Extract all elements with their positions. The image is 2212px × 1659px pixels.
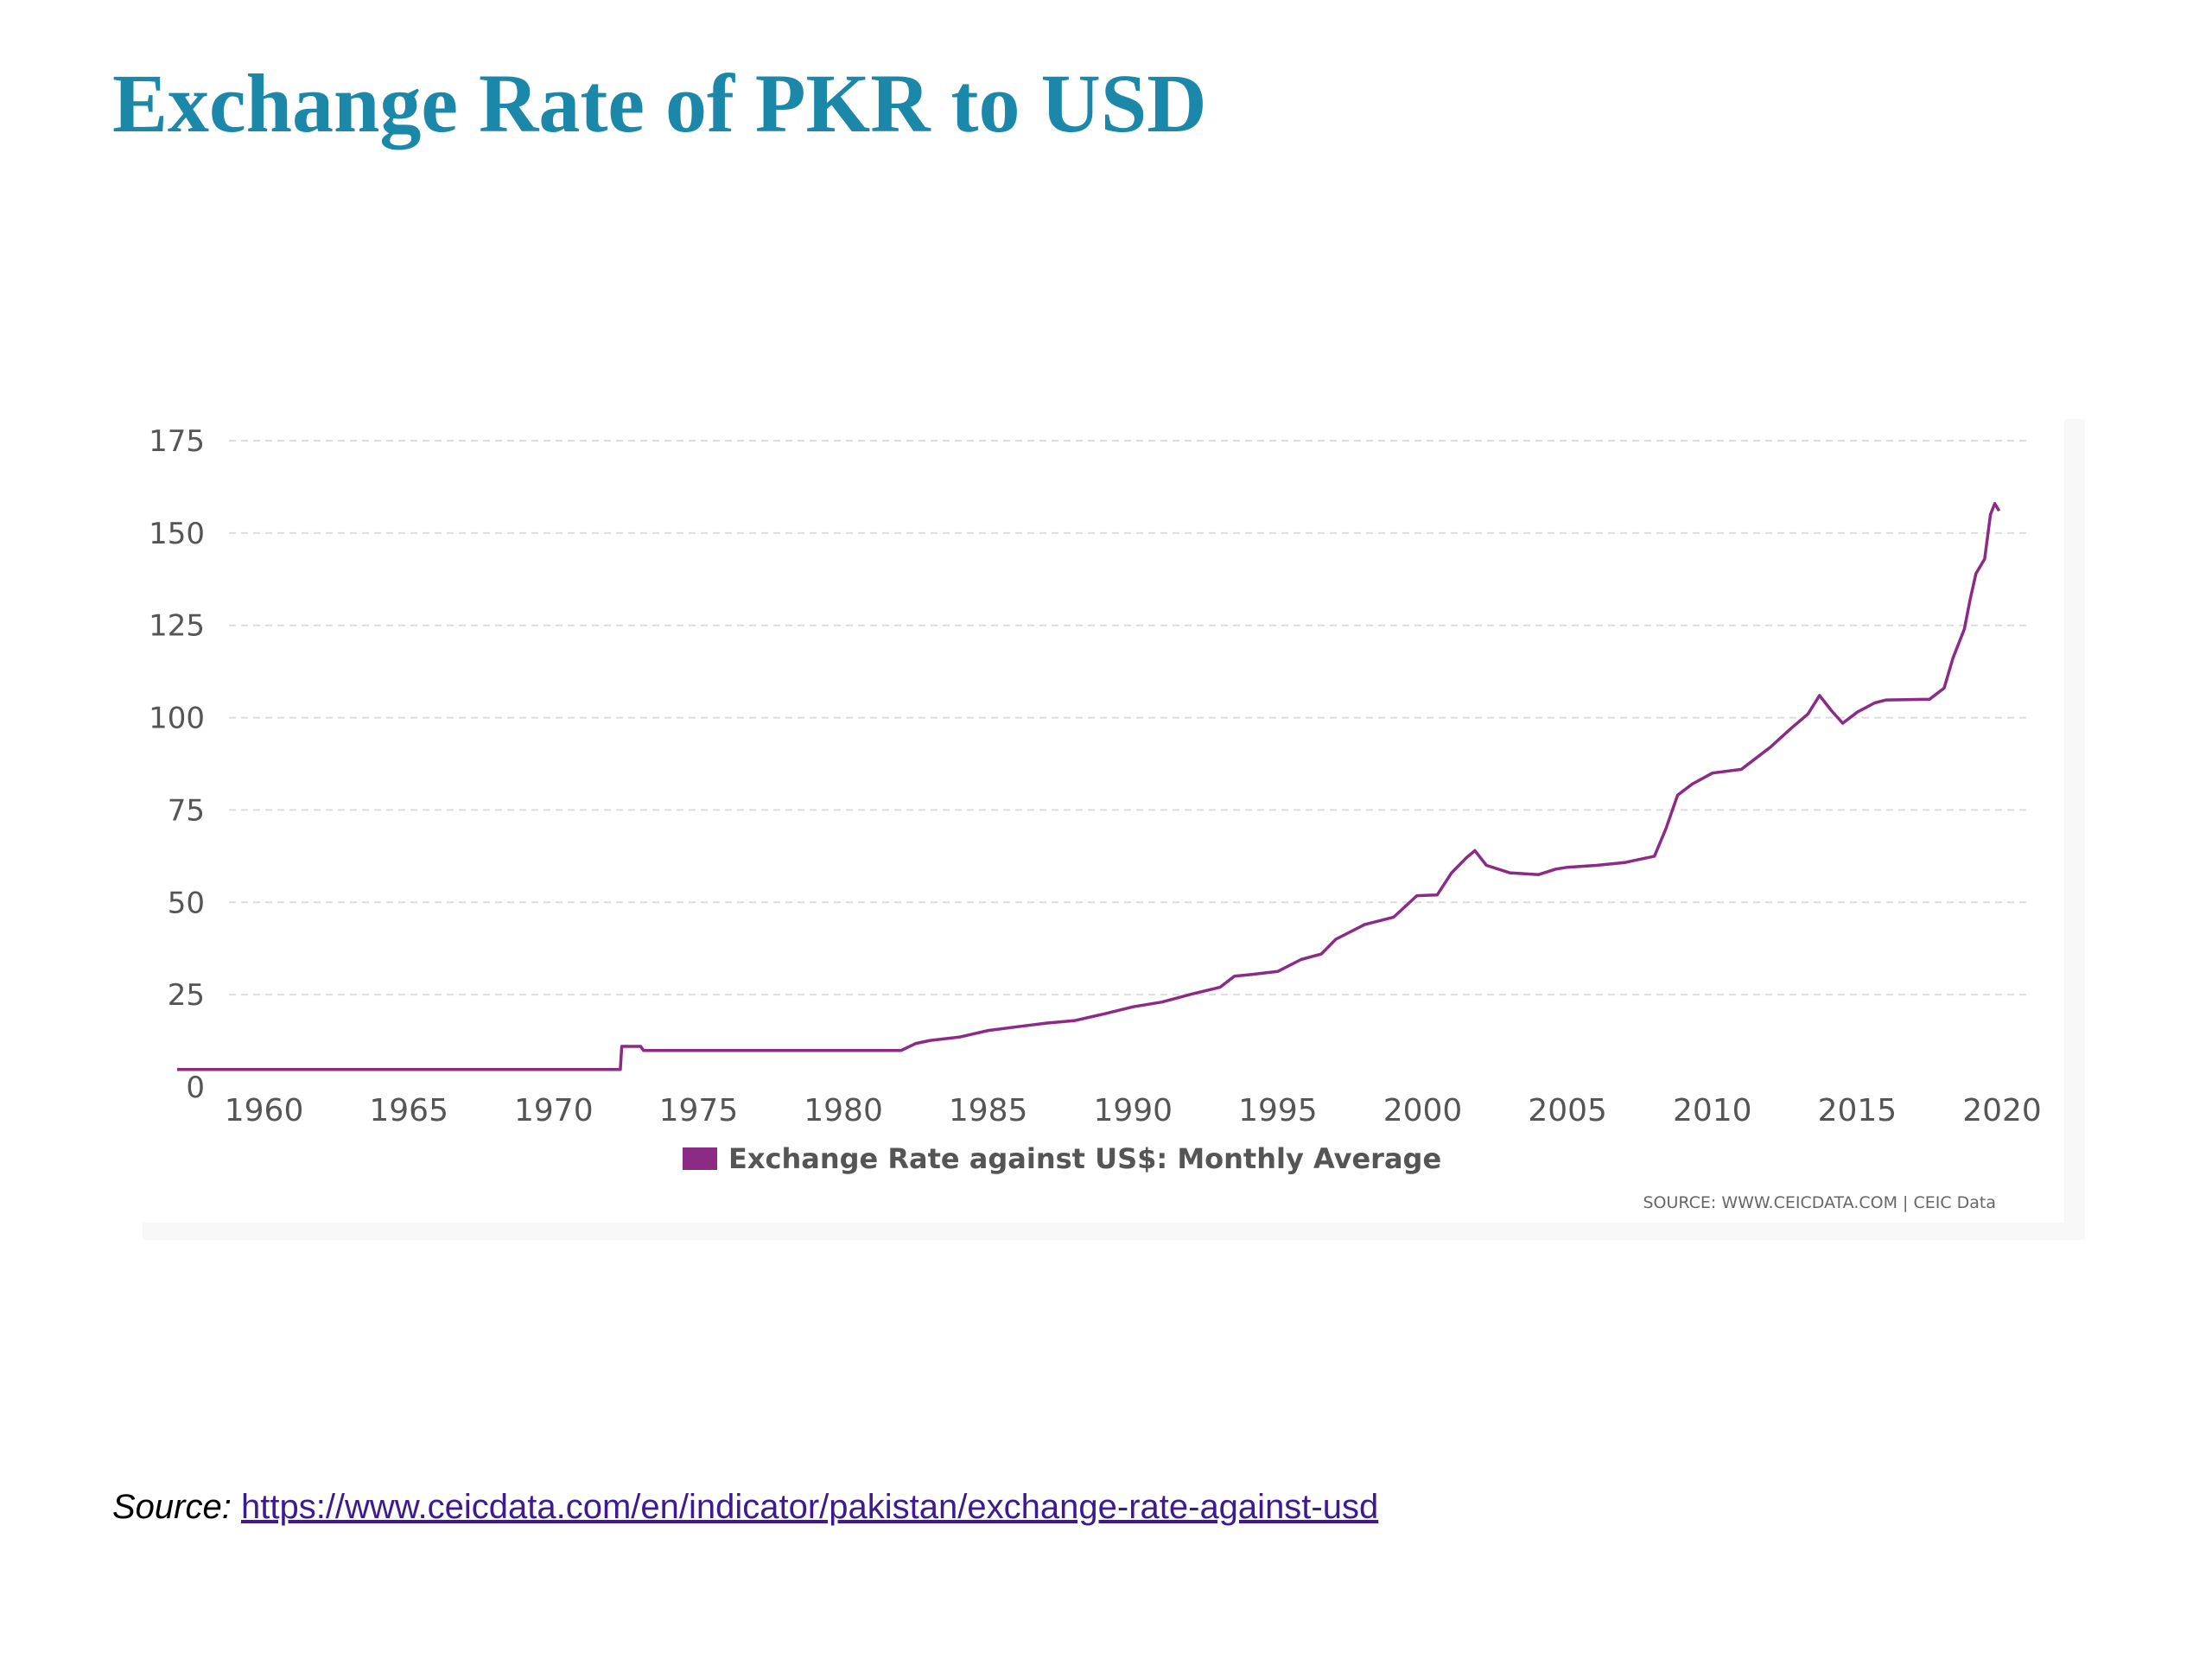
source-label: Source: [112, 1488, 232, 1526]
x-tick-label: 1960 [225, 1093, 304, 1128]
y-tick-label: 150 [149, 517, 205, 551]
x-tick-label: 2015 [1818, 1093, 1897, 1128]
y-tick-label: 0 [186, 1071, 205, 1105]
chart-area: 0 25 50 75 100 125 150 175 1960 1965 1970 1975 1980… [143, 419, 2064, 1223]
y-tick-label: 25 [168, 978, 205, 1013]
source-line: Source: https://www.ceicdata.com/en/indi… [112, 1488, 1378, 1527]
chart-panel: 0 25 50 75 100 125 150 175 1960 1965 1970 1975 1980… [143, 419, 2085, 1240]
x-tick-label: 2020 [1962, 1093, 2042, 1128]
grid-lines [229, 440, 2031, 996]
x-tick-label: 1995 [1238, 1093, 1318, 1128]
x-tick-label: 1965 [369, 1093, 448, 1128]
legend-swatch [683, 1147, 717, 1170]
x-tick-label: 2005 [1528, 1093, 1607, 1128]
series-line-exchange-rate [177, 501, 2001, 1071]
y-tick-label: 75 [168, 793, 205, 828]
source-link[interactable]: https://www.ceicdata.com/en/indicator/pa… [240, 1488, 1379, 1526]
x-axis-ticks: 1960 1965 1970 1975 1980 1985 1990 1995 2000 2005… [225, 1093, 2042, 1128]
legend-label: Exchange Rate against US$: Monthly Avera… [728, 1142, 1441, 1175]
x-tick-label: 1990 [1093, 1093, 1173, 1128]
slide-title: Exchange Rate of PKR to USD [112, 57, 1207, 149]
legend: Exchange Rate against US$: Monthly Avera… [683, 1142, 1441, 1175]
y-axis-ticks: 0 25 50 75 100 125 150 175 [149, 424, 205, 1105]
x-tick-label: 1980 [804, 1093, 883, 1128]
x-tick-label: 1970 [514, 1093, 594, 1128]
x-tick-label: 1975 [659, 1093, 739, 1128]
chart-source-credit: SOURCE: WWW.CEICDATA.COM | CEIC Data [1643, 1193, 1996, 1212]
x-tick-label: 2010 [1673, 1093, 1752, 1128]
x-tick-label: 1985 [949, 1093, 1028, 1128]
y-tick-label: 100 [149, 702, 205, 736]
y-tick-label: 50 [168, 886, 205, 920]
y-tick-label: 125 [149, 609, 205, 644]
y-tick-label: 175 [149, 424, 205, 459]
x-tick-label: 2000 [1383, 1093, 1463, 1128]
exchange-rate-chart: 0 25 50 75 100 125 150 175 1960 1965 1970 1975 1980… [149, 424, 2042, 1212]
